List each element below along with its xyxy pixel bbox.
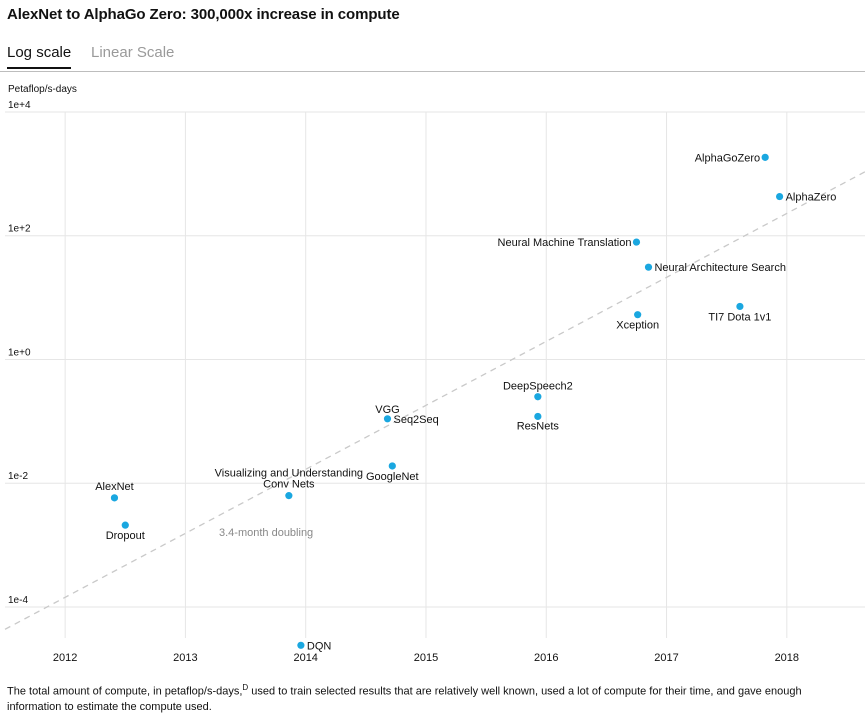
y-tick-label-3: 1e-2	[8, 471, 28, 482]
data-point-alphagozero[interactable]	[761, 153, 769, 161]
y-tick-label-4: 1e-4	[8, 595, 28, 606]
x-tick-label-2018: 2018	[775, 652, 799, 664]
data-label-vgg: VGG	[375, 404, 399, 416]
data-label-xception: Xception	[616, 320, 659, 332]
caption-footnote-marker[interactable]: D	[242, 683, 249, 692]
data-point-resnets[interactable]	[534, 412, 542, 421]
tab-linear-scale[interactable]: Linear Scale	[91, 44, 175, 61]
data-point-alexnet[interactable]	[110, 494, 119, 502]
data-label-neural-machine-translation: Neural Machine Translation	[498, 237, 632, 249]
x-tick-label-2015: 2015	[414, 652, 438, 664]
x-tick-label-2017: 2017	[654, 652, 678, 664]
caption-text-continued: used to train selected results that are …	[7, 685, 802, 713]
x-tick-label-2016: 2016	[534, 652, 558, 664]
data-point-ti7-dota-1v1[interactable]	[736, 302, 744, 311]
data-label-seq2seq: Seq2Seq	[393, 414, 438, 426]
data-label-visualizing-and-understanding-conv-nets: Visualizing and Understanding Conv Nets	[215, 468, 363, 491]
data-point-xception[interactable]	[634, 311, 642, 319]
data-label-dqn: DQN	[307, 640, 332, 652]
data-point-neural-machine-translation[interactable]	[632, 238, 641, 246]
data-point-vgg[interactable]	[383, 415, 392, 423]
y-tick-label-1: 1e+2	[8, 224, 31, 235]
scale-tabs: Log scale Linear Scale	[0, 40, 865, 72]
data-label-alphagozero: AlphaGoZero	[695, 152, 760, 164]
data-label-alphazero: AlphaZero	[786, 192, 837, 204]
data-label-deepspeech2: DeepSpeech2	[503, 381, 573, 393]
data-label-neural-architecture-search: Neural Architecture Search	[654, 262, 785, 274]
tab-log-scale[interactable]: Log scale	[7, 44, 72, 69]
data-point-googlenet[interactable]	[388, 462, 396, 470]
y-axis-label: Petaflop/s-days	[8, 84, 77, 95]
data-label-dropout: Dropout	[106, 530, 145, 542]
data-label-googlenet: GoogleNet	[366, 471, 419, 483]
data-point-dqn[interactable]	[297, 641, 305, 649]
y-tick-label-0: 1e+4	[8, 100, 31, 111]
trend-line-label: 3.4-month doubling	[219, 527, 313, 539]
compute-scatter-chart: 2012 2013 2014 2015 2016 2017 2018 1e+4 1e+2 1e+0…	[4, 100, 865, 664]
data-point-visualizing-and-understanding-conv-nets[interactable]	[285, 492, 293, 500]
data-label-resnets: ResNets	[517, 420, 560, 432]
trend-line	[4, 171, 865, 630]
data-label-alexnet: AlexNet	[95, 481, 134, 493]
chart-title: AlexNet to AlphaGo Zero: 300,000x increa…	[7, 6, 400, 23]
data-point-seq2seq[interactable]	[384, 415, 391, 422]
y-tick-label-2: 1e+0	[8, 347, 31, 358]
x-tick-label-2014: 2014	[293, 652, 317, 664]
data-label-ti7-dota-1v1: TI7 Dota 1v1	[708, 311, 771, 323]
data-point-dropout[interactable]	[121, 521, 129, 529]
chart-caption: The total amount of compute, in petaflop…	[7, 680, 857, 715]
data-point-deepspeech2[interactable]	[534, 393, 542, 401]
caption-text: The total amount of compute, in petaflop…	[7, 685, 243, 698]
data-point-neural-architecture-search[interactable]	[644, 263, 653, 271]
data-point-alphazero[interactable]	[776, 192, 784, 201]
x-tick-label-2012: 2012	[53, 652, 77, 664]
x-tick-label-2013: 2013	[173, 652, 197, 664]
